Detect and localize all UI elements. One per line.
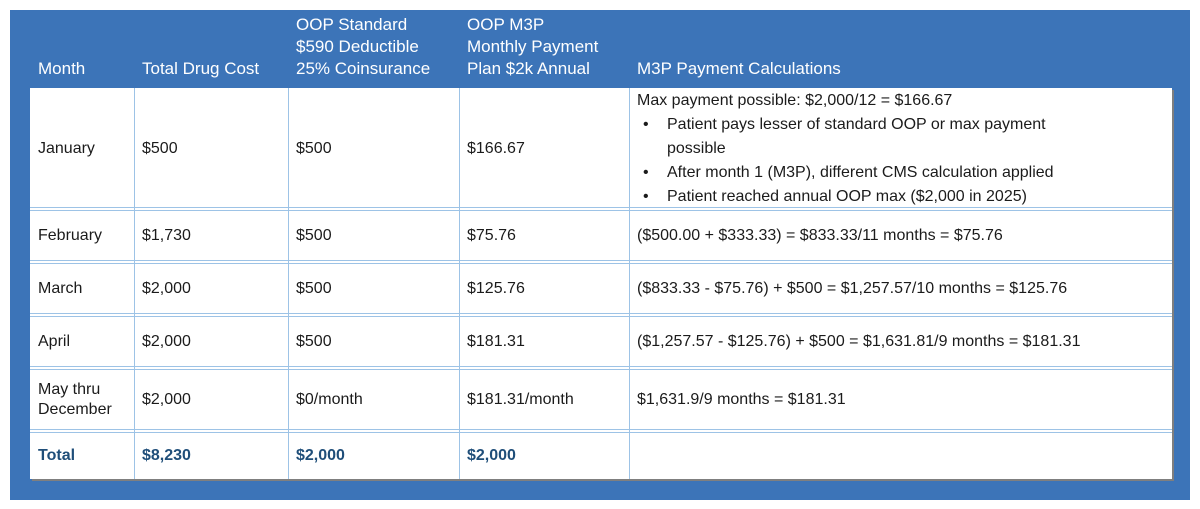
table-row-march: March $2,000 $500 $125.76 ($833.33 - $75… [30,263,1172,314]
month-cell: January [38,139,95,157]
total-drug-cost-cell: $2,000 [142,390,191,408]
header-oop-standard: OOP Standard $590 Deductible 25% Coinsur… [288,10,459,88]
calculation-cell [629,433,1172,479]
calc-bullet-item: • Patient reached annual OOP max ($2,000… [637,185,1172,209]
header-line: 25% Coinsurance [296,59,431,78]
oop-m3p-cell: $181.31 [467,332,525,350]
oop-standard-cell: $500 [296,226,332,244]
header-m3p-calculations: M3P Payment Calculations [629,10,1172,88]
table-row-may-thru-december: May thru December $2,000 $0/month $181.3… [30,369,1172,430]
total-drug-cost-cell: $2,000 [142,332,191,350]
header-line: Month [38,59,86,78]
month-cell: March [38,279,83,297]
total-drug-cost-cell: $500 [142,139,178,157]
calc-bullet-item: • After month 1 (M3P), different CMS cal… [637,161,1172,185]
bullet-icon: • [643,116,649,133]
total-label-cell: Total [38,447,76,464]
column-divider [288,88,289,479]
oop-m3p-cell: $75.76 [467,226,516,244]
bullet-icon: • [643,188,649,205]
calculation-cell: ($833.33 - $75.76) + $500 = $1,257.57/10… [637,279,1068,297]
oop-m3p-cell: $2,000 [467,447,516,464]
header-line: OOP Standard [296,15,408,34]
header-line: Plan $2k Annual [467,59,590,78]
calc-bullet-item: • Patient pays lesser of standard OOP or… [637,113,1172,161]
oop-standard-cell: $500 [296,279,332,297]
month-cell: May thru December [38,380,112,418]
total-drug-cost-cell: $8,230 [142,447,191,464]
bullet-icon: • [643,164,649,181]
calculation-cell: Max payment possible: $2,000/12 = $166.6… [629,88,1172,209]
table-row-february: February $1,730 $500 $75.76 ($500.00 + $… [30,210,1172,261]
oop-standard-cell: $0/month [296,390,363,408]
column-divider [134,88,135,479]
table-header-row: Month Total Drug Cost OOP Standard $590 … [30,10,1172,88]
calc-bullet-text: Patient reached annual OOP max ($2,000 i… [667,188,1027,205]
header-month: Month [30,10,134,88]
oop-m3p-cell: $166.67 [467,139,525,157]
oop-standard-cell: $500 [296,139,332,157]
column-divider [459,88,460,479]
header-line: M3P Payment Calculations [637,59,841,78]
header-line: $590 Deductible [296,37,419,56]
header-total-drug-cost: Total Drug Cost [134,10,288,88]
calc-intro: Max payment possible: $2,000/12 = $166.6… [637,92,953,109]
calc-bullet-text: Patient pays lesser of standard OOP or m… [667,116,1046,157]
total-drug-cost-cell: $1,730 [142,226,191,244]
table-row-total: Total $8,230 $2,000 $2,000 [30,432,1172,479]
table-frame: Month Total Drug Cost OOP Standard $590 … [10,10,1190,500]
oop-m3p-cell: $125.76 [467,279,525,297]
column-divider [629,88,630,479]
calc-bullet-text: After month 1 (M3P), different CMS calcu… [667,164,1054,181]
oop-standard-cell: $2,000 [296,447,345,464]
header-oop-m3p: OOP M3P Monthly Payment Plan $2k Annual [459,10,629,88]
header-line: OOP M3P [467,15,545,34]
header-line: Monthly Payment [467,37,599,56]
month-cell: February [38,226,103,244]
calculation-cell: ($500.00 + $333.33) = $833.33/11 months … [637,226,1003,244]
calculation-cell: $1,631.9/9 months = $181.31 [637,390,846,408]
table-body: January $500 $500 $166.67 Max payment po… [30,88,1172,479]
header-line: Total Drug Cost [142,59,260,78]
table-row-january: January $500 $500 $166.67 Max payment po… [30,88,1172,208]
oop-standard-cell: $500 [296,332,332,350]
total-drug-cost-cell: $2,000 [142,279,191,297]
oop-m3p-cell: $181.31/month [467,390,574,408]
table-row-april: April $2,000 $500 $181.31 ($1,257.57 - $… [30,316,1172,367]
month-cell: April [38,332,71,350]
calculation-cell: ($1,257.57 - $125.76) + $500 = $1,631.81… [637,332,1081,350]
